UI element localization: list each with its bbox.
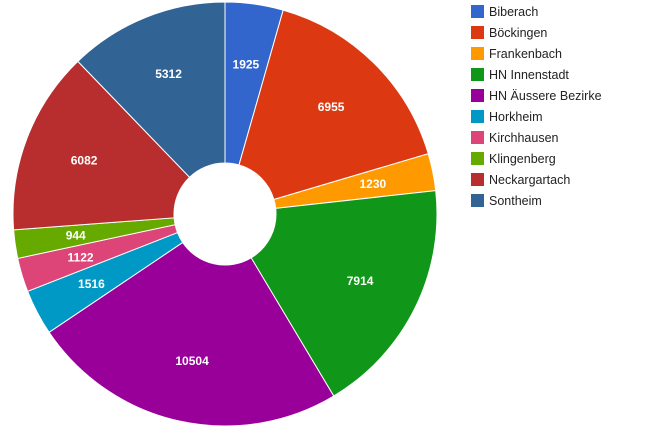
legend-swatch — [471, 26, 484, 39]
pie-slice-neckargartach — [12, 60, 191, 231]
pie-slices — [12, 1, 438, 427]
legend-item-biberach[interactable]: Biberach — [471, 1, 602, 22]
slice-value-label-hn-innenstadt: 7914 — [347, 274, 374, 288]
slice-value-label-kirchhausen: 1122 — [68, 250, 94, 264]
pie-slice-hn-innenstadt — [250, 190, 438, 397]
legend-swatch — [471, 110, 484, 123]
legend-item-sontheim[interactable]: Sontheim — [471, 190, 602, 211]
legend-item-horkheim[interactable]: Horkheim — [471, 106, 602, 127]
slice-value-label-bockingen: 6955 — [318, 100, 345, 114]
slice-value-label-frankenbach: 1230 — [359, 177, 386, 191]
legend-label: Biberach — [489, 4, 539, 19]
legend-item-hn-innenstadt[interactable]: HN Innenstadt — [471, 64, 602, 85]
legend-label: Böckingen — [489, 25, 548, 40]
slice-value-label-hn-aussere-bezirke: 10504 — [175, 354, 209, 368]
slice-value-label-horkheim: 1516 — [78, 277, 105, 291]
slice-value-label-klingenberg: 944 — [66, 228, 86, 242]
legend-label: HN Äussere Bezirke — [489, 88, 602, 103]
legend-swatch — [471, 194, 484, 207]
legend-swatch — [471, 173, 484, 186]
legend-label: Klingenberg — [489, 151, 556, 166]
slice-value-label-sontheim: 5312 — [155, 67, 182, 81]
slice-value-label-neckargartach: 6082 — [71, 153, 98, 167]
legend-item-bockingen[interactable]: Böckingen — [471, 22, 602, 43]
legend-label: Frankenbach — [489, 46, 562, 61]
legend-item-neckargartach[interactable]: Neckargartach — [471, 169, 602, 190]
legend-swatch — [471, 5, 484, 18]
legend-label: Horkheim — [489, 109, 543, 124]
pie-slice-sontheim — [77, 1, 226, 178]
legend-label: Neckargartach — [489, 172, 571, 187]
legend-item-hn-aussere-bezirke[interactable]: HN Äussere Bezirke — [471, 85, 602, 106]
slice-labels: 1925 6955 1230 7914 10504 1516 1122 944 6082 5312 — [66, 58, 387, 369]
legend-label: HN Innenstadt — [489, 67, 569, 82]
pie-slice-bockingen — [238, 9, 429, 201]
legend-swatch — [471, 131, 484, 144]
legend-swatch — [471, 47, 484, 60]
legend-swatch — [471, 152, 484, 165]
legend-item-klingenberg[interactable]: Klingenberg — [471, 148, 602, 169]
legend-swatch — [471, 89, 484, 102]
legend-label: Kirchhausen — [489, 130, 559, 145]
legend-label: Sontheim — [489, 193, 542, 208]
pie-slice-hn-aussere-bezirke — [48, 241, 335, 427]
slice-value-label-biberach: 1925 — [233, 58, 260, 72]
legend-swatch — [471, 68, 484, 81]
chart-legend: Biberach Böckingen Frankenbach HN Innenstad… — [471, 1, 602, 211]
legend-item-kirchhausen[interactable]: Kirchhausen — [471, 127, 602, 148]
legend-item-frankenbach[interactable]: Frankenbach — [471, 43, 602, 64]
